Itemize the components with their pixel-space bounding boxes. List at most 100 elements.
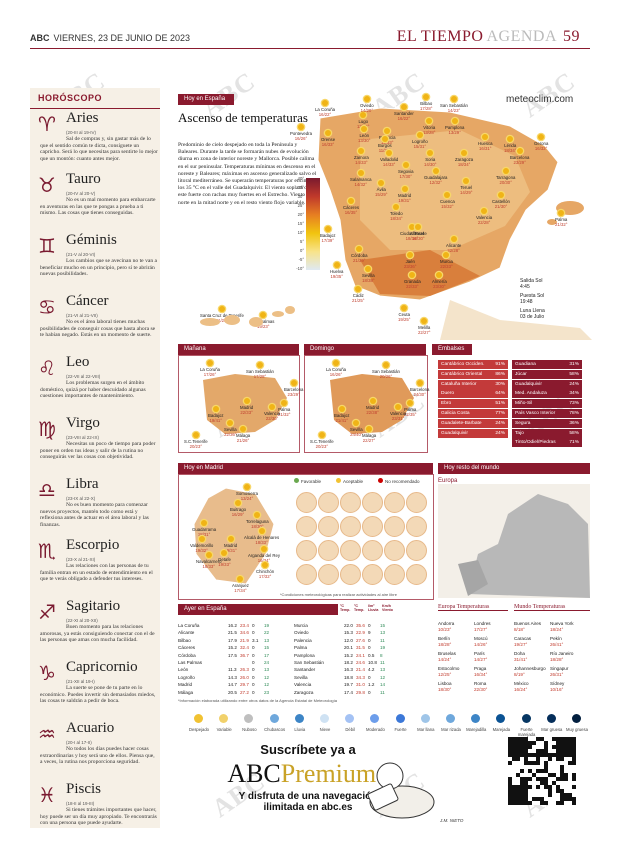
qr-module — [508, 745, 512, 749]
city-name: Barcelona — [284, 387, 304, 392]
city-temp: 19/31° — [224, 548, 237, 553]
sun-icon — [415, 224, 422, 230]
sign-text: Buen momento para las relaciones amorosa… — [40, 624, 155, 644]
city-name: Ávila — [376, 187, 386, 192]
reservoir-value: 73% — [569, 401, 579, 407]
reservoir-value: 24% — [569, 381, 579, 387]
yesterday-city: Logroño — [178, 674, 195, 680]
yesterday-value: 18.2 — [344, 660, 353, 665]
issue-date: VIERNES, 23 DE JUNIO DE 2023 — [53, 33, 191, 43]
reservoir-value: 24% — [495, 420, 505, 426]
sign-name: Acuario — [66, 720, 115, 736]
tomorrow-bar: Mañana — [178, 344, 299, 355]
yesterday-value: 31.0 — [356, 682, 365, 688]
yesterday-value: 15 — [264, 645, 270, 651]
city-name: Cáceres — [343, 205, 360, 210]
city-label: Sevilla 24/40° — [350, 420, 363, 437]
yesterday-value: 0 — [368, 689, 371, 695]
city-name: San Sebastián — [246, 369, 274, 374]
icon-label: Chubascos — [264, 727, 286, 732]
sun-icon — [318, 432, 325, 438]
city-temp: 22/33° — [240, 410, 253, 415]
city-name: Lugo — [358, 119, 369, 124]
qr-module — [520, 785, 524, 789]
yesterday-value: 21.5 — [228, 630, 237, 636]
qr-module — [544, 749, 548, 753]
reservoir-name: País Vasco Interior — [515, 411, 556, 416]
city-label: Valencia 22/30° — [264, 404, 280, 421]
temp-value: 8/18° — [514, 627, 525, 632]
city-label: Tarragona 20/30° — [496, 168, 515, 185]
reservoir-row: Guadalquivir 24% — [438, 428, 508, 438]
qr-module — [524, 757, 528, 761]
sun-icon — [407, 400, 414, 406]
reservoir-value: 71% — [569, 440, 579, 446]
qr-code[interactable] — [508, 737, 576, 805]
sun-icon — [427, 150, 434, 156]
yesterday-value: 15.3 — [344, 630, 353, 636]
today-headline: Ascenso de temperaturas — [178, 110, 308, 125]
qr-module — [520, 801, 524, 805]
reservoir-value: 78% — [569, 411, 579, 416]
city-name: León — [359, 133, 370, 138]
yesterday-bar: Ayer en España — [178, 604, 338, 615]
city-temp: 22/38° — [366, 410, 379, 415]
city-label: Santa Cruz de Tenerife 21/23° — [200, 306, 244, 323]
qr-module — [516, 745, 520, 749]
city-name: San Sebastián — [372, 369, 400, 374]
yesterday-header: Km/h Viento — [382, 604, 393, 612]
city-temp: 20/30° — [499, 180, 512, 185]
sun-icon — [237, 576, 244, 582]
qr-module — [556, 757, 560, 761]
city-temp: 21/26° — [236, 438, 250, 443]
zodiac-tauro-icon: ♉ — [38, 173, 56, 197]
sun-icon — [516, 148, 523, 154]
chubascos-icon — [269, 714, 279, 723]
scale-tick: 20° — [297, 212, 304, 217]
sun-icon — [227, 420, 234, 426]
sun-icon — [416, 132, 423, 138]
city-name: Madrid — [398, 193, 412, 198]
zodiac-capricornio-icon: ♑ — [38, 661, 56, 685]
activity-icon — [318, 516, 339, 537]
city-name: Santander — [394, 111, 414, 116]
sun-icon — [325, 130, 332, 136]
city-temp: 14/33° — [355, 160, 368, 165]
sign-name: Sagitario — [66, 598, 121, 614]
temp-city: Estocolmo — [438, 666, 460, 671]
reservoir-row: Med. Andaluza 34% — [512, 389, 582, 399]
city-temp: 23/36° — [404, 264, 417, 269]
city-label: Valencia 22/28° — [476, 208, 492, 225]
qr-module — [544, 777, 548, 781]
madrid-note: *Condiciones meteorológicas para realiza… — [280, 592, 397, 597]
yesterday-value: 23 — [264, 689, 270, 695]
qr-module — [560, 745, 564, 749]
yesterday-value: 12 — [264, 674, 270, 680]
city-label: Albacete 16/30° — [410, 224, 427, 241]
reservoir-name: Galicia Costa — [441, 411, 470, 416]
sun-icon — [423, 94, 430, 100]
qr-module — [564, 749, 568, 753]
yesterday-city: Pamplona — [294, 652, 315, 658]
yesterday-value: 17.5 — [228, 652, 237, 658]
sign-dates: (23-VIII al 22-IX) — [66, 435, 100, 440]
yesterday-value: 31.5 — [356, 645, 365, 651]
yesterday-value: 35.6 — [356, 623, 365, 628]
reservoir-name: Cantábrico Occiden. — [441, 362, 485, 367]
activity-icon — [384, 540, 405, 561]
sun-icon — [463, 178, 470, 184]
reservoir-name: Cataluña Interior — [441, 381, 477, 387]
legend-label: No recomendado — [385, 479, 420, 484]
yesterday-value: 0 — [252, 630, 255, 636]
nieve-icon — [320, 714, 329, 723]
yesterday-value: 19.7 — [344, 682, 353, 688]
icon-label: Despejado — [188, 727, 210, 732]
qr-module — [536, 797, 540, 801]
qr-module — [560, 773, 564, 777]
city-temp: 17/30° — [399, 174, 412, 179]
temp-value: 18/28° — [438, 642, 452, 647]
qr-module — [560, 797, 564, 801]
horoscope-sign: ♑ Capricornio (21-XII al 19-I) La suerte se… — [36, 659, 158, 719]
sun-icon — [450, 96, 457, 102]
qr-module — [568, 737, 572, 741]
